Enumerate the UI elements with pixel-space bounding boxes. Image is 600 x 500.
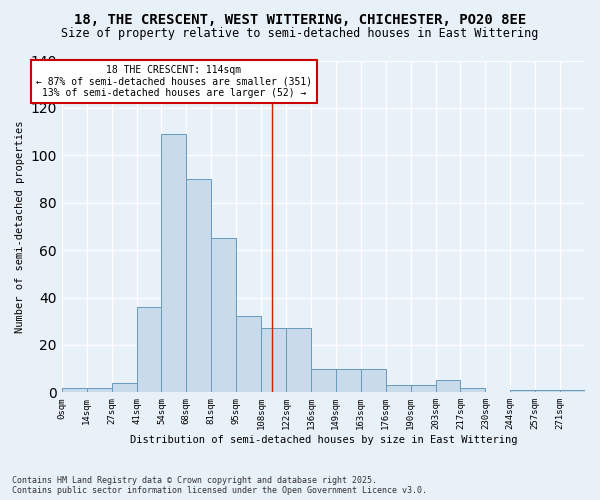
Bar [336, 368, 361, 392]
Bar [112, 383, 137, 392]
Text: 18 THE CRESCENT: 114sqm
← 87% of semi-detached houses are smaller (351)
13% of s: 18 THE CRESCENT: 114sqm ← 87% of semi-de… [36, 65, 312, 98]
Text: Size of property relative to semi-detached houses in East Wittering: Size of property relative to semi-detach… [61, 28, 539, 40]
Bar [236, 316, 261, 392]
Bar [286, 328, 311, 392]
Bar [460, 388, 485, 392]
Bar [161, 134, 187, 392]
Text: Contains HM Land Registry data © Crown copyright and database right 2025.
Contai: Contains HM Land Registry data © Crown c… [12, 476, 427, 495]
Bar [361, 368, 386, 392]
Bar [261, 328, 286, 392]
Bar [87, 388, 112, 392]
Bar [386, 385, 410, 392]
Bar [560, 390, 585, 392]
Bar [410, 385, 436, 392]
Bar [62, 388, 87, 392]
Bar [510, 390, 535, 392]
Bar [311, 368, 336, 392]
X-axis label: Distribution of semi-detached houses by size in East Wittering: Distribution of semi-detached houses by … [130, 435, 517, 445]
Bar [137, 307, 161, 392]
Text: 18, THE CRESCENT, WEST WITTERING, CHICHESTER, PO20 8EE: 18, THE CRESCENT, WEST WITTERING, CHICHE… [74, 12, 526, 26]
Bar [535, 390, 560, 392]
Bar [211, 238, 236, 392]
Y-axis label: Number of semi-detached properties: Number of semi-detached properties [15, 120, 25, 332]
Bar [187, 179, 211, 392]
Bar [436, 380, 460, 392]
